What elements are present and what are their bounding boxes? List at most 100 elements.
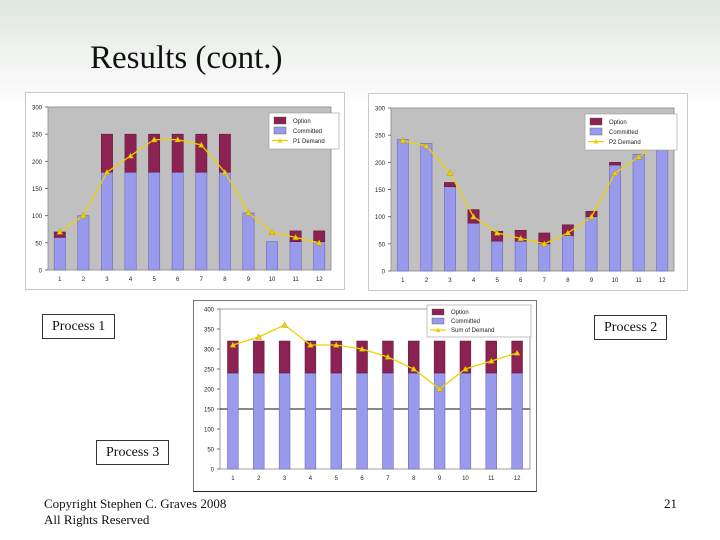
option-bar (356, 340, 368, 374)
option-bar (511, 340, 523, 374)
x-tick-label: 8 (223, 277, 227, 283)
committed-bar (101, 171, 113, 271)
committed-bar (396, 139, 409, 272)
x-tick-label: 8 (412, 476, 416, 482)
demand-point (399, 137, 407, 144)
demand-point (103, 168, 111, 175)
x-tick-label: 10 (462, 476, 469, 482)
x-tick-label: 10 (612, 278, 619, 284)
committed-bar (408, 372, 420, 470)
demand-point (635, 153, 642, 160)
demand-point (446, 169, 454, 176)
demand-point (255, 333, 263, 340)
x-tick-label: 1 (231, 476, 235, 482)
x-tick-label: 7 (386, 476, 390, 482)
y-tick-label: 0 (39, 269, 43, 275)
demand-point (197, 141, 205, 148)
legend-swatch (273, 116, 287, 125)
x-tick-label: 11 (488, 476, 495, 482)
demand-point (229, 341, 237, 348)
option-bar (148, 133, 161, 173)
y-tick-label: 250 (375, 134, 386, 140)
legend-swatch-marker (593, 139, 599, 144)
option-bar (330, 340, 342, 374)
x-tick-label: 4 (309, 476, 313, 482)
committed-bar (656, 141, 669, 272)
x-tick-label: 6 (519, 278, 523, 284)
demand-line (232, 324, 518, 390)
committed-bar (195, 171, 208, 271)
demand-point (462, 365, 469, 372)
committed-bar (459, 372, 472, 470)
legend-swatch (589, 127, 603, 136)
chart-process-2: 0 50 100 150 200 250 300 1 2 3 4 5 6 7 8 9 10 11 12 Option C… (368, 93, 688, 291)
legend-swatch (431, 308, 445, 316)
committed-bar (124, 171, 137, 271)
demand-point (268, 228, 276, 235)
option-bar (218, 133, 231, 173)
demand-point (307, 341, 314, 348)
demand-point (487, 357, 495, 364)
committed-bar (420, 143, 433, 272)
x-tick-label: 1 (58, 277, 62, 283)
slide-title: Results (cont.) (90, 40, 283, 76)
x-tick-label: 3 (105, 277, 109, 283)
x-tick-label: 5 (152, 277, 156, 283)
y-tick-label: 300 (204, 348, 215, 354)
committed-bar (289, 241, 302, 271)
y-tick-label: 150 (32, 187, 43, 193)
y-tick-label: 150 (375, 188, 386, 194)
legend-swatch-marker (435, 327, 441, 332)
option-bar (485, 340, 497, 374)
y-tick-label: 300 (375, 107, 386, 113)
x-tick-label: 9 (590, 278, 594, 284)
process-2-label: Process 2 (594, 315, 668, 340)
committed-bar (467, 222, 480, 272)
demand-point (221, 168, 229, 175)
y-tick-label: 100 (204, 428, 215, 434)
committed-bar (356, 372, 368, 470)
y-tick-label: 200 (32, 160, 43, 166)
x-tick-label: 3 (448, 278, 452, 284)
rights-line: All Rights Reserved (44, 512, 150, 527)
option-bar (278, 340, 291, 374)
demand-point (410, 365, 418, 372)
y-tick-label: 400 (204, 308, 215, 314)
option-bar (253, 340, 265, 374)
x-tick-label: 12 (659, 278, 666, 284)
committed-bar (382, 372, 394, 470)
page-number: 21 (664, 496, 677, 511)
demand-point (80, 212, 87, 219)
committed-bar (278, 372, 291, 470)
x-tick-label: 7 (543, 278, 547, 284)
y-tick-label: 300 (32, 106, 43, 112)
demand-line (402, 139, 663, 245)
committed-bar (514, 240, 527, 272)
committed-bar (585, 216, 598, 272)
demand-point (332, 341, 340, 348)
option-bar (195, 133, 208, 173)
demand-point (245, 209, 252, 216)
demand-point (517, 234, 525, 242)
legend-box (426, 304, 532, 338)
y-tick-label: 350 (204, 328, 215, 334)
committed-bar (632, 153, 645, 272)
y-tick-label: 50 (35, 241, 42, 247)
option-bar (171, 133, 184, 173)
x-tick-label: 2 (82, 277, 86, 283)
x-tick-label: 5 (335, 476, 339, 482)
legend-swatch (273, 126, 287, 135)
x-tick-label: 11 (293, 277, 300, 283)
demand-point (174, 136, 182, 143)
option-bar (433, 340, 446, 374)
x-tick-label: 2 (425, 278, 429, 284)
demand-point (358, 345, 366, 352)
y-tick-label: 100 (375, 215, 386, 221)
legend-label: Option (293, 119, 311, 125)
y-tick-label: 0 (382, 270, 386, 276)
demand-point (56, 228, 64, 235)
committed-bar (538, 243, 551, 272)
y-tick-label: 250 (204, 368, 215, 374)
